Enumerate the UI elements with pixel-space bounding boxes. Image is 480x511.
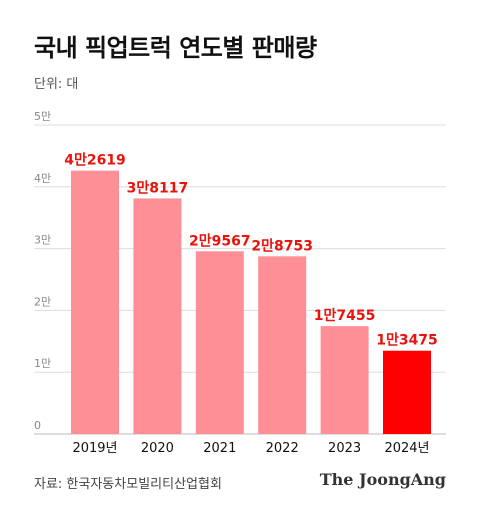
data-label: 4만2619 — [64, 153, 126, 169]
y-tick-label: 2만 — [34, 295, 51, 308]
x-tick-label: 2022 — [266, 441, 299, 456]
bar — [258, 256, 307, 434]
unit-label: 단위: 대 — [34, 77, 79, 92]
chart-title: 국내 픽업트럭 연도별 판매량 — [34, 34, 317, 62]
x-tick-label: 2019년 — [72, 441, 117, 456]
bar — [195, 251, 244, 434]
x-tick-label: 2021 — [203, 441, 236, 456]
y-tick-label: 0 — [34, 419, 41, 432]
y-tick-label: 3만 — [34, 234, 51, 247]
data-label: 3만8117 — [127, 180, 189, 196]
x-tick-label: 2020 — [141, 441, 174, 456]
y-tick-label: 4만 — [34, 172, 51, 185]
bar — [320, 326, 369, 434]
x-tick-label: 2024년 — [384, 441, 429, 456]
brand-logo: The JoongAng — [319, 470, 446, 489]
bar — [383, 350, 431, 434]
data-label: 1만3475 — [376, 333, 438, 349]
bar — [71, 170, 119, 435]
data-label: 2만8753 — [251, 238, 313, 254]
y-tick-label: 5만 — [34, 110, 51, 123]
data-label: 2만9567 — [189, 233, 251, 249]
data-label: 1만7455 — [314, 308, 376, 324]
source-note: 자료: 한국자동차모빌리티산업협회 — [34, 477, 222, 492]
bar — [133, 198, 182, 434]
y-tick-label: 1만 — [34, 357, 51, 370]
x-tick-label: 2023 — [328, 441, 361, 456]
